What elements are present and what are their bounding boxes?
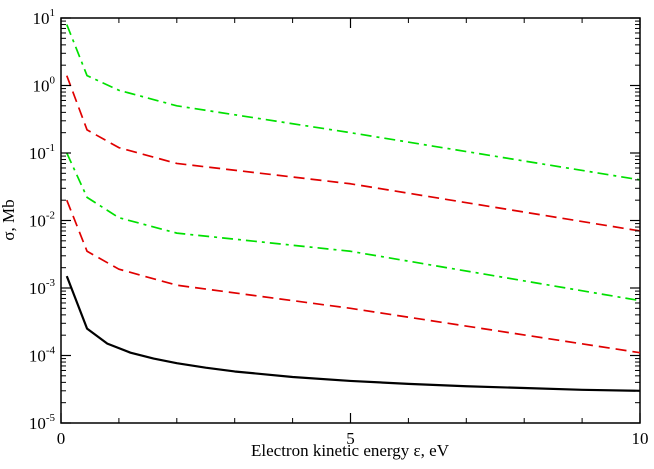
series-line-3 [66, 152, 641, 302]
series-line-2 [65, 75, 641, 232]
tick-layer: 0 5 10 101 100 10-1 10-2 10-3 10-4 10-5 [29, 7, 649, 448]
x-tick-label: 10 [632, 429, 649, 448]
y-tick-label: 10-1 [29, 142, 55, 163]
x-tick-label: 5 [346, 429, 355, 448]
series-line-4 [65, 199, 641, 354]
y-tick-label: 10-5 [29, 412, 56, 433]
x-axis-title: Electron kinetic energy ε, eV [251, 441, 450, 460]
y-tick-label: 101 [33, 7, 56, 28]
series-line-5 [65, 275, 641, 392]
y-tick-label: 10-2 [29, 210, 55, 231]
y-tick-label: 100 [33, 75, 56, 96]
y-axis-title: σ, Mb [0, 199, 18, 240]
x-tick-label: 0 [57, 429, 66, 448]
y-tick-label: 10-4 [29, 345, 56, 366]
series-layer [65, 24, 641, 392]
y-tick-label: 10-3 [29, 277, 56, 298]
plot-frame [60, 17, 641, 424]
